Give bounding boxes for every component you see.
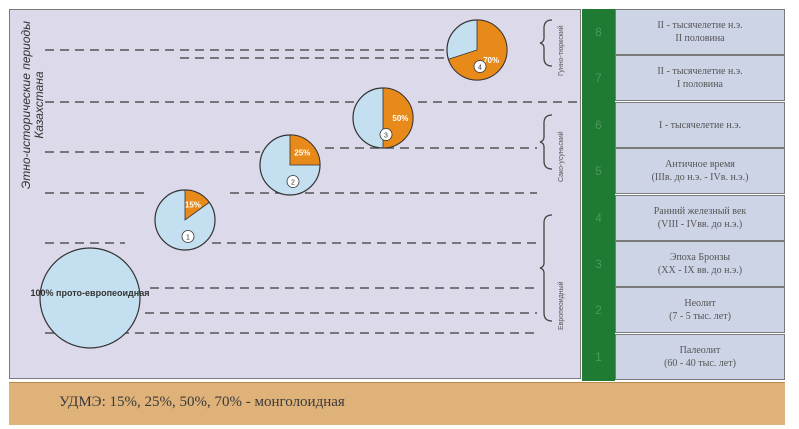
guide-lines — [45, 49, 582, 334]
period-row: II - тысячелетие н.э. I половина — [615, 55, 785, 101]
period-list: II - тысячелетие н.э. II половина II - ты… — [615, 9, 785, 381]
pie-number-label: 3 — [384, 133, 388, 140]
pie-slice-mongoloid — [447, 19, 508, 81]
chart-drawing: 100% прото-европеоидная 15% 1 25% 2 50% 3 70%4… — [31, 19, 582, 349]
period-number: 2 — [595, 303, 602, 317]
period-number: 5 — [595, 164, 602, 178]
footer-bar: УДМЭ: 15%, 25%, 50%, 70% - монголоидная — [9, 382, 785, 425]
pie-percent-label: 15% — [185, 200, 201, 209]
brace-label-1: Гунно-тюркский — [557, 25, 565, 76]
pie-number-label: 1 — [186, 235, 190, 242]
period-number: 4 — [595, 211, 602, 225]
period-row: Палеолит (60 - 40 тыс. лет) — [615, 334, 785, 380]
pie-percent-label: 25% — [294, 149, 310, 158]
pie-number-label: 4 — [478, 65, 482, 72]
period-row: Античное время (IIIв. до н.э. - IVв. н.э… — [615, 148, 785, 194]
base-circle-label-line1: 100% прото-европеоидная — [31, 288, 150, 298]
period-number: 6 — [595, 118, 602, 132]
base-circle — [39, 247, 141, 349]
pie-number-badge — [181, 230, 195, 243]
pie-number-label: 2 — [291, 180, 295, 187]
period-row: Неолит (7 - 5 тыс. лет) — [615, 287, 785, 333]
brace-label-3: Европеоидный — [557, 281, 565, 330]
period-number: 3 — [595, 257, 602, 271]
period-number: 8 — [595, 25, 602, 39]
period-row: Ранний железный век (VIII - IVвв. до н.э… — [615, 195, 785, 241]
pie-number-badge — [286, 175, 300, 188]
period-number: 1 — [595, 350, 602, 364]
pie-number-badge — [379, 128, 393, 141]
pie-slice-mongoloid — [184, 189, 210, 221]
period-row: II - тысячелетие н.э. II половина — [615, 9, 785, 55]
pie-slice-mongoloid — [289, 134, 321, 166]
pie-percent-label: 50% — [392, 114, 408, 123]
pie-percent-label: 70% — [483, 56, 499, 65]
footer-text: УДМЭ: 15%, 25%, 50%, 70% - монголоидная — [59, 394, 345, 410]
period-number: 7 — [595, 71, 602, 85]
braces — [539, 19, 553, 322]
pie-number-badge — [473, 60, 487, 73]
brace-label-2: Сако-усуньский — [557, 131, 565, 182]
period-row: I - тысячелетие н.э. — [615, 102, 785, 148]
period-row: Эпоха Бронзы (XX - IX вв. до н.э.) — [615, 241, 785, 287]
period-number-column: 8 7 6 5 4 3 2 1 — [582, 9, 615, 381]
